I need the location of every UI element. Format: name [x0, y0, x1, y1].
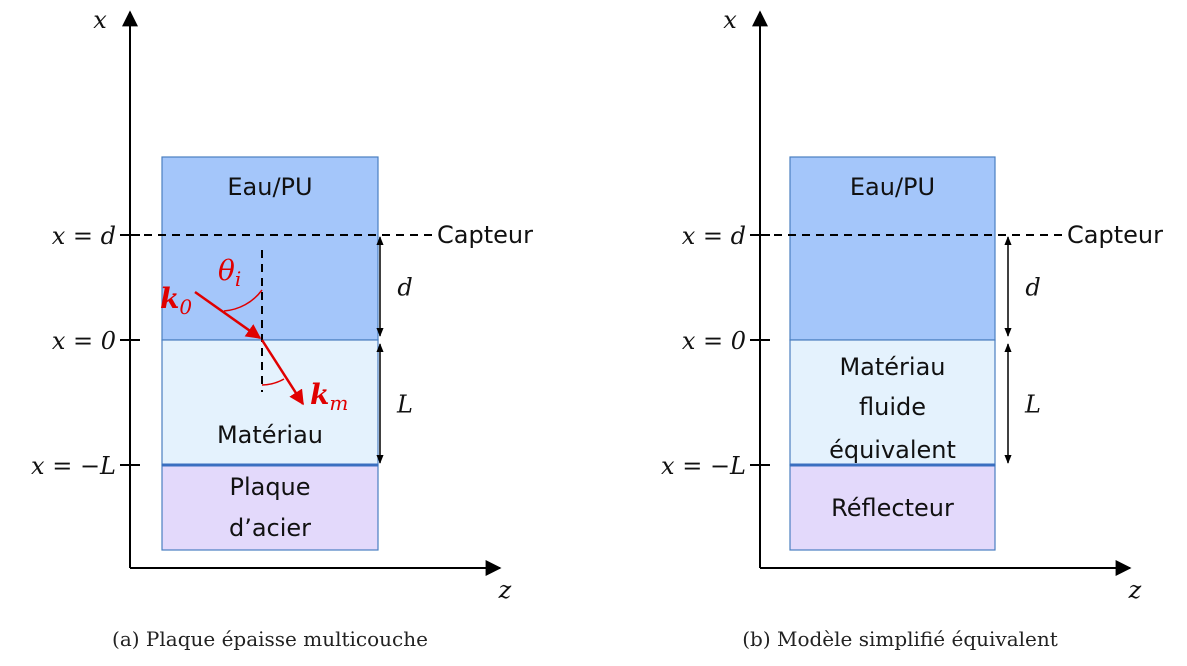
layer-label: Plaque [229, 473, 310, 501]
layer-label: d’acier [229, 514, 311, 542]
tick-label: x = d [682, 222, 746, 250]
axis-label: x [723, 6, 737, 34]
tick-label: x = 0 [52, 327, 116, 355]
vector-label-subscript: 0 [179, 295, 192, 319]
wave-vector [260, 339, 305, 406]
axis-label: z [1128, 576, 1142, 604]
dimension-label: d [1025, 274, 1040, 302]
layer-label: Matériau [839, 353, 945, 381]
tick-label: x = −L [31, 452, 116, 480]
panel: Eau/PU Matériau fluide équivalent Réflecteur… [661, 6, 1163, 651]
layer-label: Matériau [217, 421, 323, 449]
vector-label-symbol: k [160, 282, 179, 315]
angle-arc [223, 289, 263, 312]
layer [789, 464, 996, 551]
layer-label: Réflecteur [831, 494, 954, 522]
vector-label: km [310, 378, 348, 415]
tick-label: x = −L [661, 452, 746, 480]
angle-label: θi [218, 254, 241, 291]
wave-vector [194, 290, 262, 340]
axis-label: z [498, 576, 512, 604]
layer-label: Eau/PU [227, 173, 312, 201]
vector-label-subscript: m [329, 391, 348, 415]
tick-label: x = d [52, 222, 116, 250]
angle-label-subscript: i [235, 267, 241, 291]
dimension-label: L [1024, 391, 1041, 419]
angle-label-symbol: θ [218, 254, 235, 287]
layer [161, 339, 379, 466]
sensor-label: Capteur [437, 221, 533, 249]
layer [161, 156, 379, 341]
layer [789, 339, 996, 466]
dimension-label: L [396, 391, 413, 419]
panel: Eau/PU Matériau Plaque d’acier x z x = d x = 0 x… [31, 6, 533, 651]
caption: (a) Plaque épaisse multicouche [112, 627, 428, 651]
tick-label: x = 0 [682, 327, 746, 355]
layer-label: Eau/PU [850, 173, 935, 201]
angle-arc [261, 378, 285, 386]
vector-label: k0 [160, 282, 192, 319]
dimension-label: d [397, 274, 412, 302]
layer-label: fluide [859, 393, 926, 421]
caption: (b) Modèle simplifié équivalent [742, 627, 1058, 651]
layer-label: équivalent [829, 436, 956, 464]
axis-label: x [93, 6, 107, 34]
sensor-label: Capteur [1067, 221, 1163, 249]
vector-label-symbol: k [310, 378, 329, 411]
